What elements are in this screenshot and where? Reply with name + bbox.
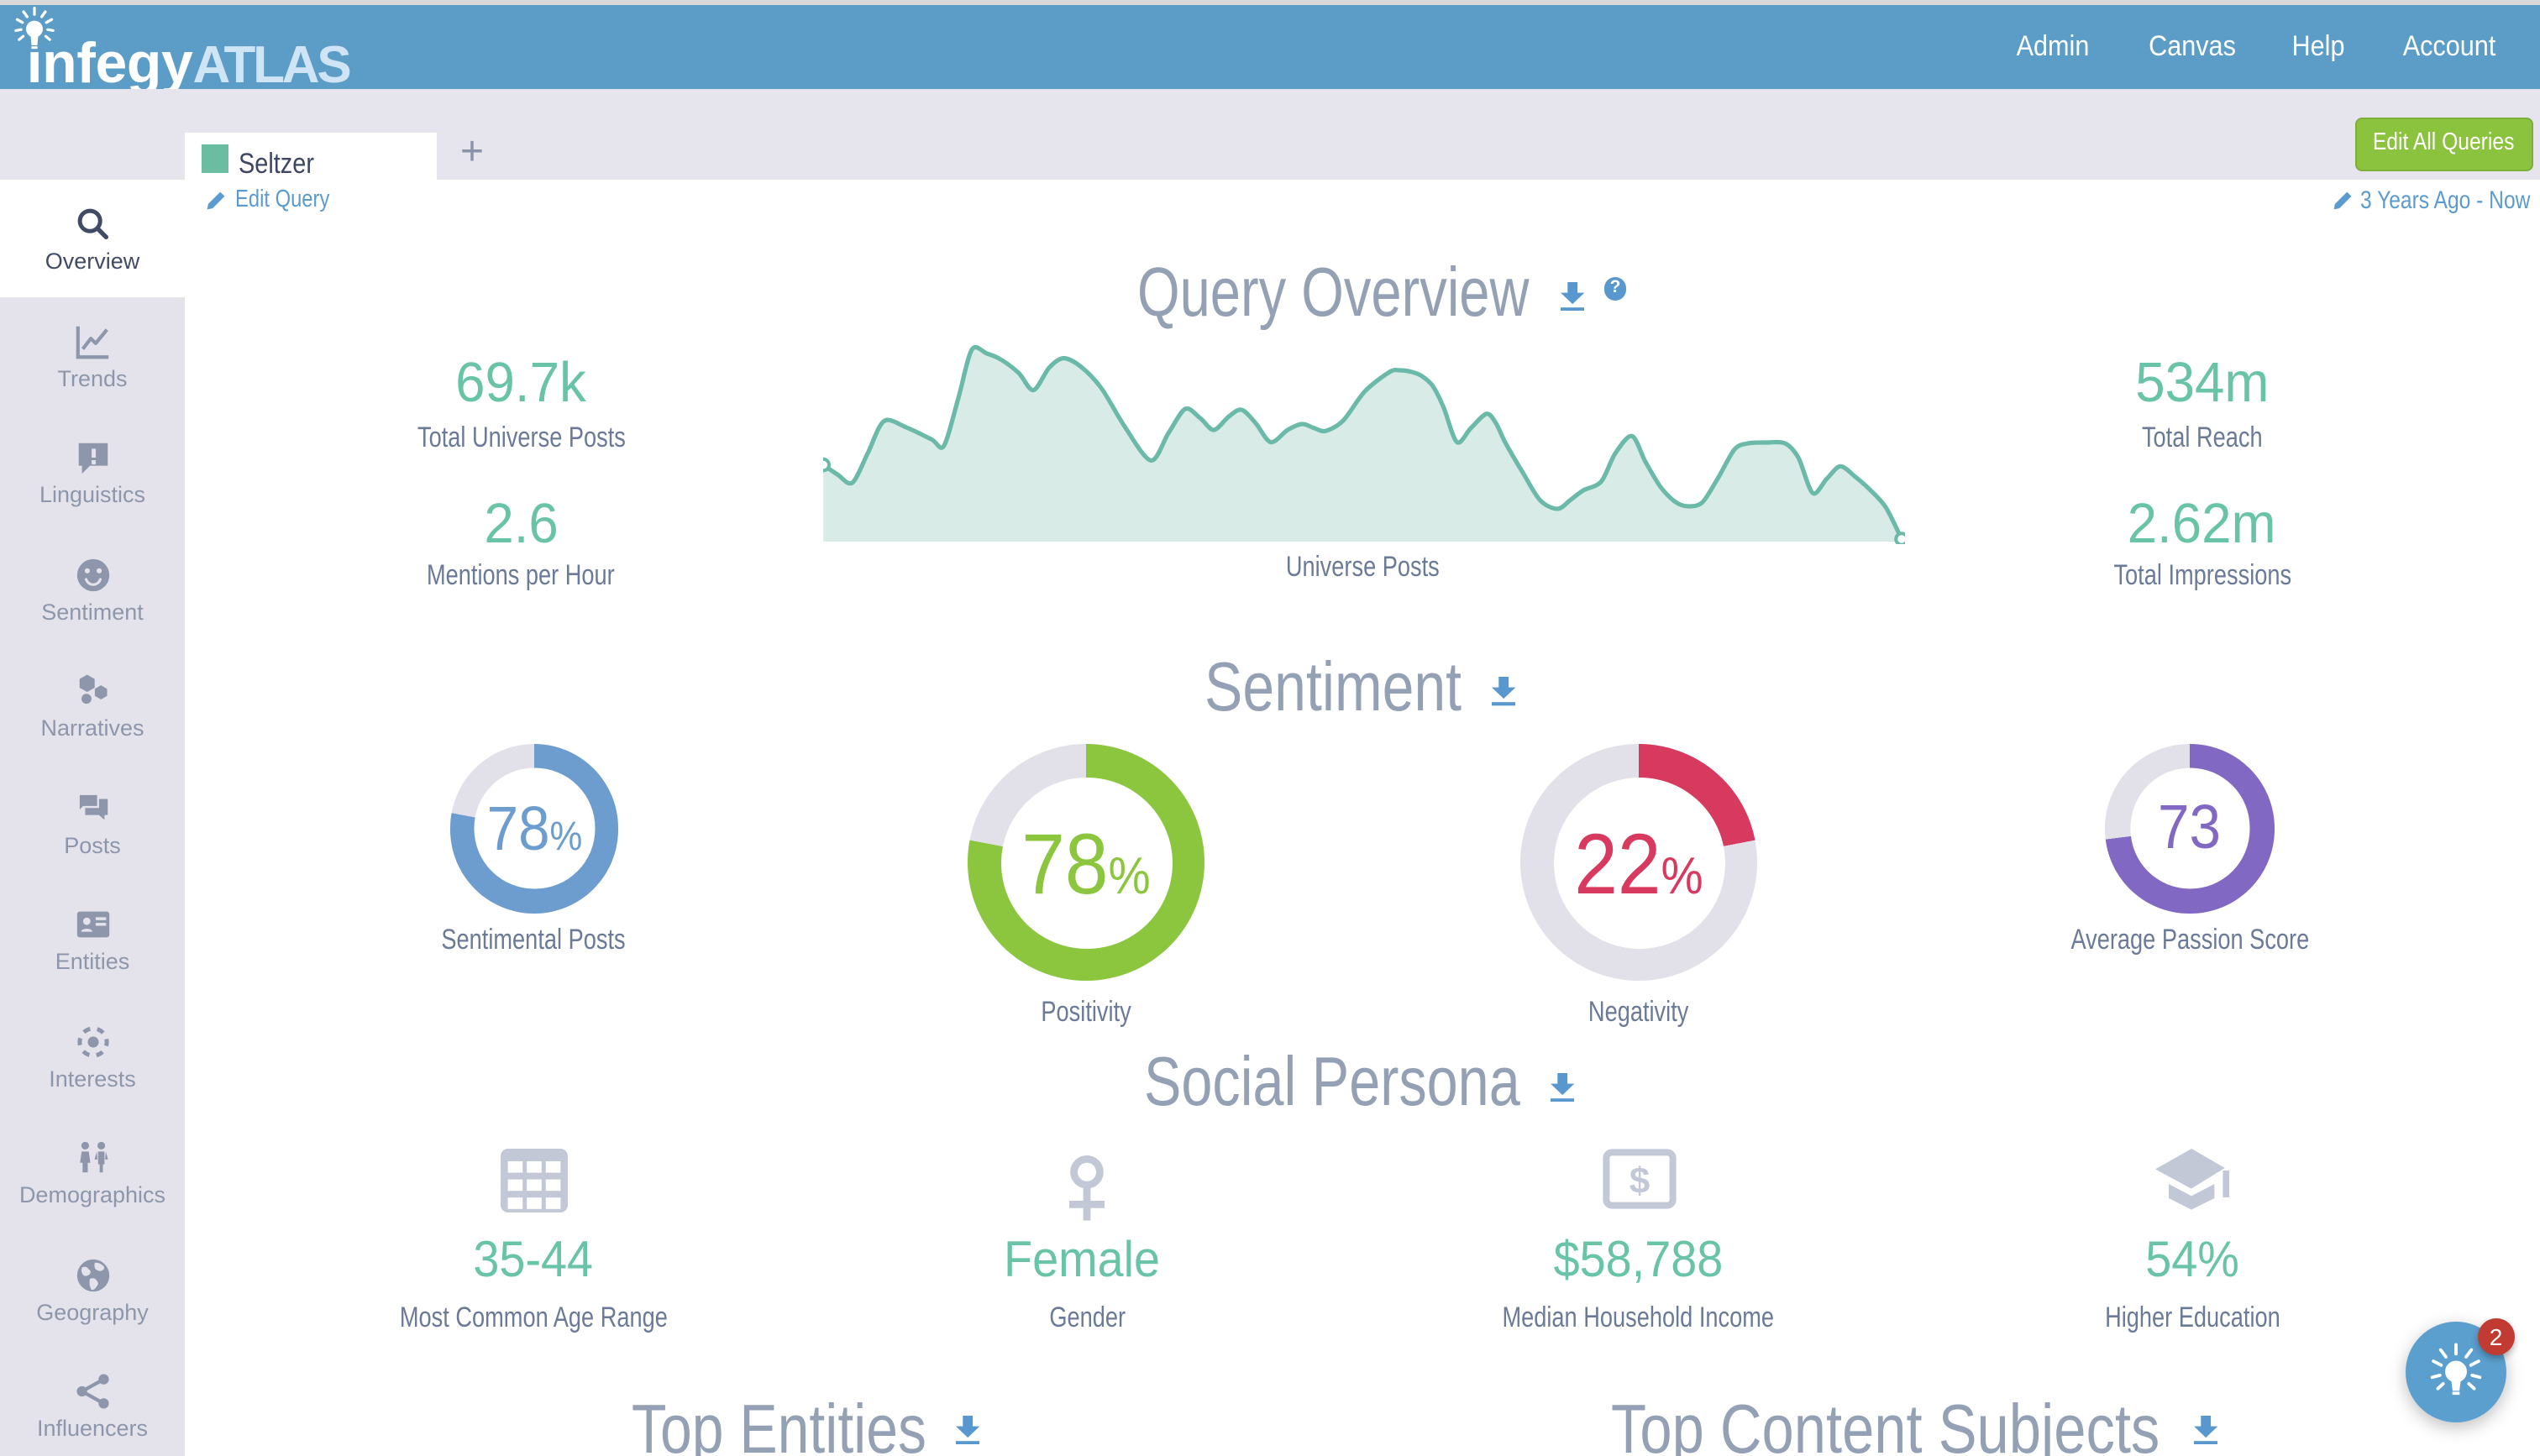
- svg-text:$: $: [1629, 1160, 1649, 1202]
